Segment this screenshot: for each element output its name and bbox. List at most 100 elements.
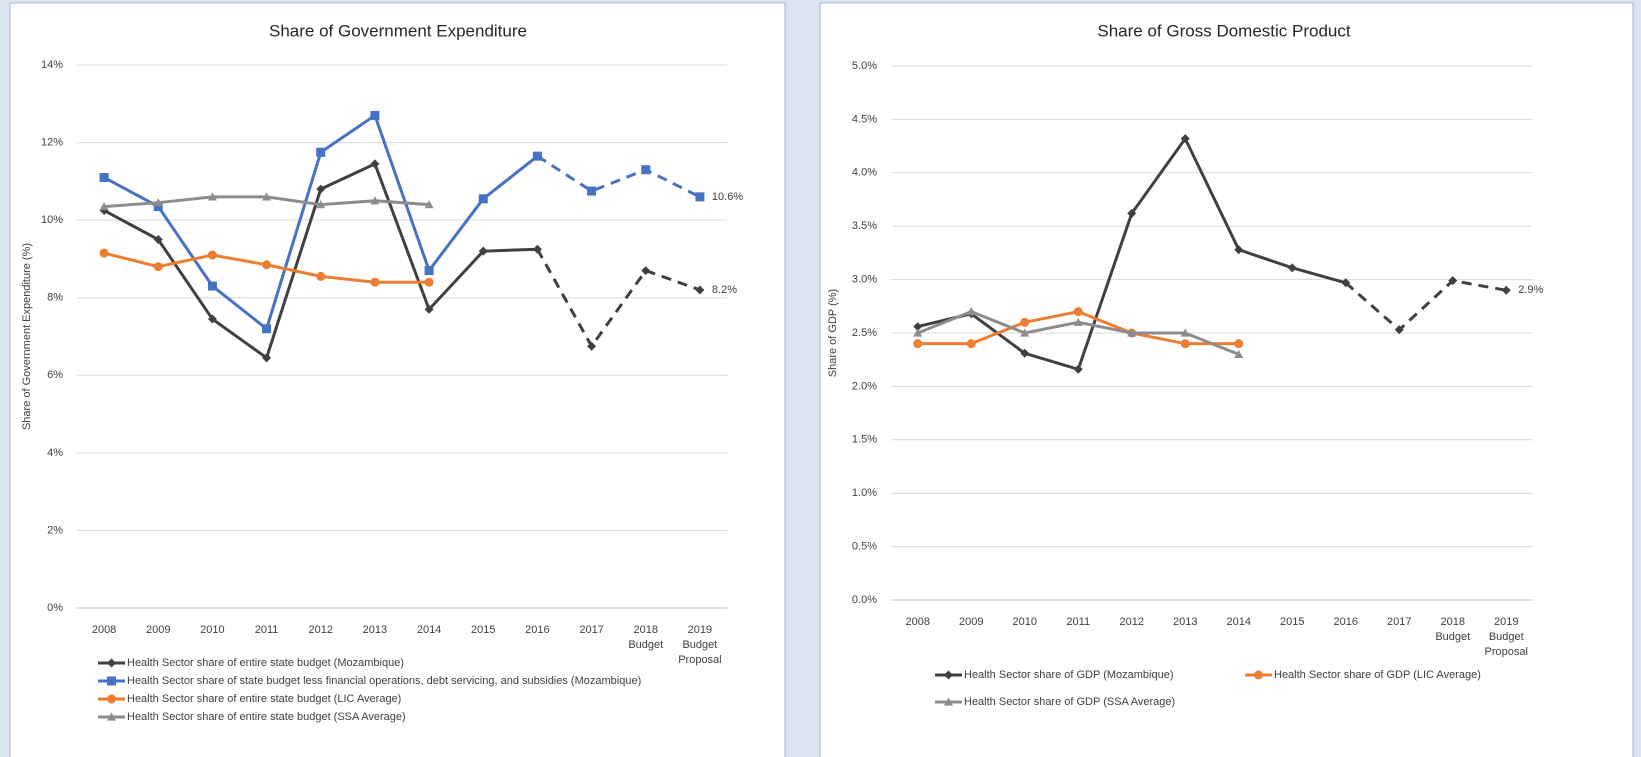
y-tick-label: 1.0% <box>852 487 877 499</box>
marker <box>262 353 272 363</box>
y-axis-title: Share of GDP (%) <box>827 289 839 377</box>
marker <box>262 260 272 270</box>
data-label: 2.9% <box>1518 284 1543 296</box>
y-tick-label: 12% <box>41 136 63 148</box>
marker <box>1180 328 1190 337</box>
marker <box>1254 670 1263 680</box>
marker <box>587 186 597 196</box>
marker <box>1180 134 1190 144</box>
panel <box>9 2 786 757</box>
marker <box>153 202 163 212</box>
marker <box>1234 349 1244 358</box>
y-tick-label: 6% <box>47 369 63 381</box>
x-tick-label: 2010 <box>1013 616 1037 628</box>
x-tick-label: 2017 <box>1387 616 1411 628</box>
x-tick-label: 2009 <box>959 616 983 628</box>
y-tick-label: 10% <box>41 214 63 226</box>
marker <box>262 192 272 201</box>
marker <box>1073 307 1083 317</box>
marker <box>1073 317 1083 326</box>
x-tick-label: 2008 <box>92 624 116 636</box>
y-tick-label: 3.0% <box>852 274 877 286</box>
legend-label: Health Sector share of state budget less… <box>127 675 641 687</box>
marker <box>207 281 217 291</box>
y-tick-label: 2% <box>47 524 63 536</box>
marker <box>944 670 953 680</box>
marker <box>262 324 272 334</box>
marker <box>913 339 923 349</box>
marker <box>107 676 116 686</box>
marker <box>316 271 326 281</box>
y-tick-label: 4.0% <box>852 167 877 179</box>
series-line <box>536 248 701 349</box>
x-tick-label: 2012 <box>1120 616 1144 628</box>
marker <box>107 694 116 704</box>
y-tick-label: 2.5% <box>852 327 877 339</box>
marker <box>370 277 380 287</box>
legend-label: Health Sector share of entire state budg… <box>127 711 406 723</box>
marker <box>424 200 434 209</box>
x-tick-label: 2011 <box>1066 616 1090 628</box>
marker <box>1501 285 1511 295</box>
marker <box>641 165 651 175</box>
marker <box>424 277 434 287</box>
marker <box>424 266 434 276</box>
x-tick-label: 2011 <box>255 624 279 636</box>
series-line <box>1344 279 1507 332</box>
marker <box>207 192 217 201</box>
marker <box>641 266 651 276</box>
marker <box>695 192 705 202</box>
marker <box>913 328 923 337</box>
marker <box>1234 339 1244 349</box>
x-tick-label: 2014 <box>1227 616 1251 628</box>
legend-label: Health Sector share of GDP (SSA Average) <box>964 696 1175 708</box>
marker <box>153 235 163 245</box>
marker <box>944 697 953 706</box>
y-tick-label: 2.0% <box>852 380 877 392</box>
x-tick-label: 2018 Budget <box>628 624 663 651</box>
marker <box>370 196 380 205</box>
y-tick-label: 5.0% <box>852 60 877 72</box>
x-tick-label: 2013 <box>1173 616 1197 628</box>
x-tick-label: 2017 <box>579 624 603 636</box>
marker <box>424 304 434 314</box>
x-tick-label: 2008 <box>906 616 930 628</box>
marker <box>207 250 217 260</box>
panel <box>819 2 1634 757</box>
marker <box>370 110 380 120</box>
marker <box>1127 208 1137 218</box>
marker <box>1020 317 1030 327</box>
marker <box>99 202 109 211</box>
y-tick-label: 14% <box>41 59 63 71</box>
series-line <box>536 154 701 199</box>
x-tick-label: 2016 <box>525 624 549 636</box>
x-tick-label: 2014 <box>417 624 441 636</box>
marker <box>532 244 542 254</box>
y-tick-label: 0.0% <box>852 594 877 606</box>
marker <box>1287 263 1297 273</box>
marker <box>99 172 109 182</box>
marker <box>1234 245 1244 255</box>
marker <box>370 159 380 169</box>
y-tick-label: 3.5% <box>852 220 877 232</box>
x-tick-label: 2012 <box>309 624 333 636</box>
data-label: 10.6% <box>712 191 743 203</box>
x-tick-label: 2013 <box>363 624 387 636</box>
y-tick-label: 8% <box>47 292 63 304</box>
y-axis-title: Share of Government Expenditure (%) <box>21 243 33 430</box>
legend-label: Health Sector share of entire state budg… <box>127 657 404 669</box>
x-tick-label: 2015 <box>1280 616 1304 628</box>
y-tick-label: 0.5% <box>852 541 877 553</box>
x-tick-label: 2009 <box>146 624 170 636</box>
marker <box>478 194 488 204</box>
marker <box>532 151 542 161</box>
y-tick-label: 1.5% <box>852 434 877 446</box>
marker <box>966 307 976 316</box>
marker <box>1073 364 1083 374</box>
marker <box>695 285 705 295</box>
x-tick-label: 2018 Budget <box>1435 616 1470 643</box>
y-tick-label: 4.5% <box>852 113 877 125</box>
marker <box>153 198 163 207</box>
